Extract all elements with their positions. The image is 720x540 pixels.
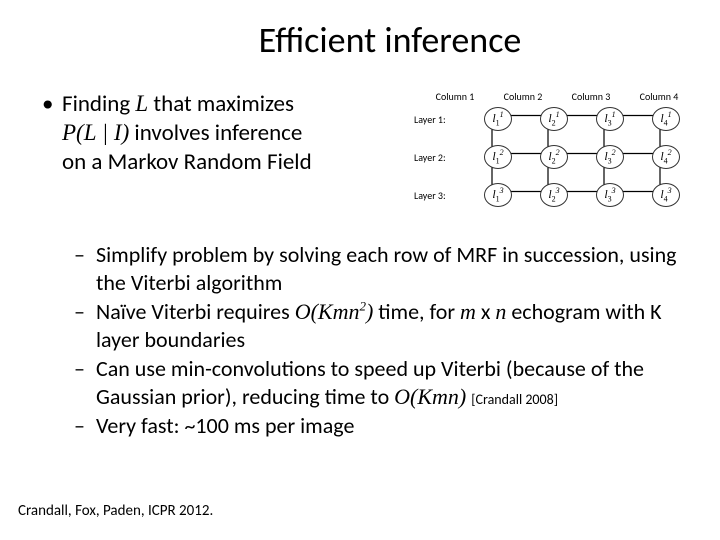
mrf-node: l33 (596, 183, 624, 207)
text-frag: Finding (62, 90, 135, 118)
main-bullet: • Finding L that maximizes P(L | I) invo… (34, 90, 404, 176)
sub-bullet-3: – Can use min-convolutions to speed up V… (74, 355, 686, 410)
mrf-diagram: Column 1 Column 2 Column 3 Column 4 Laye… (414, 90, 686, 221)
sub-text: Naïve Viterbi requires O(Kmn2) time, for… (96, 298, 686, 353)
sub-text: Simplify problem by solving each row of … (96, 241, 686, 296)
mrf-node: l23 (540, 183, 568, 207)
citation: [Crandall 2008] (471, 391, 558, 408)
footer-citation: Crandall, Fox, Paden, ICPR 2012. (18, 502, 213, 520)
dash-icon: – (74, 412, 96, 440)
text-PLI: P(L | I) (62, 120, 129, 145)
sub-bullet-4: – Very fast: ~100 ms per image (74, 412, 686, 440)
slide-title: Efficient inference (94, 18, 686, 62)
text-L: L (135, 91, 148, 116)
mrf-node: l31 (596, 107, 624, 131)
mrf-node: l12 (484, 145, 512, 169)
dash-icon: – (74, 241, 96, 296)
mrf-node: l22 (540, 145, 568, 169)
sub-text: Can use min-convolutions to speed up Vit… (96, 355, 686, 410)
mrf-node: l41 (652, 107, 680, 131)
mrf-node: l11 (484, 107, 512, 131)
main-bullet-text: Finding L that maximizes P(L | I) involv… (62, 90, 404, 176)
bullet-dot-icon: • (42, 90, 62, 176)
sub-bullet-2: – Naïve Viterbi requires O(Kmn2) time, f… (74, 298, 686, 353)
text-frag: on a Markov Random Field (62, 148, 312, 176)
mrf-node: l32 (596, 145, 624, 169)
text-frag: that maximizes (148, 90, 294, 118)
sub-bullets: – Simplify problem by solving each row o… (34, 241, 686, 440)
text-frag: involves inference (129, 119, 302, 147)
sub-text: Very fast: ~100 ms per image (96, 412, 686, 440)
mrf-node: l43 (652, 183, 680, 207)
mrf-node: l13 (484, 183, 512, 207)
mrf-node: l42 (652, 145, 680, 169)
sub-bullet-1: – Simplify problem by solving each row o… (74, 241, 686, 296)
body-row: • Finding L that maximizes P(L | I) invo… (34, 90, 686, 221)
dash-icon: – (74, 298, 96, 353)
dash-icon: – (74, 355, 96, 410)
mrf-node: l21 (540, 107, 568, 131)
